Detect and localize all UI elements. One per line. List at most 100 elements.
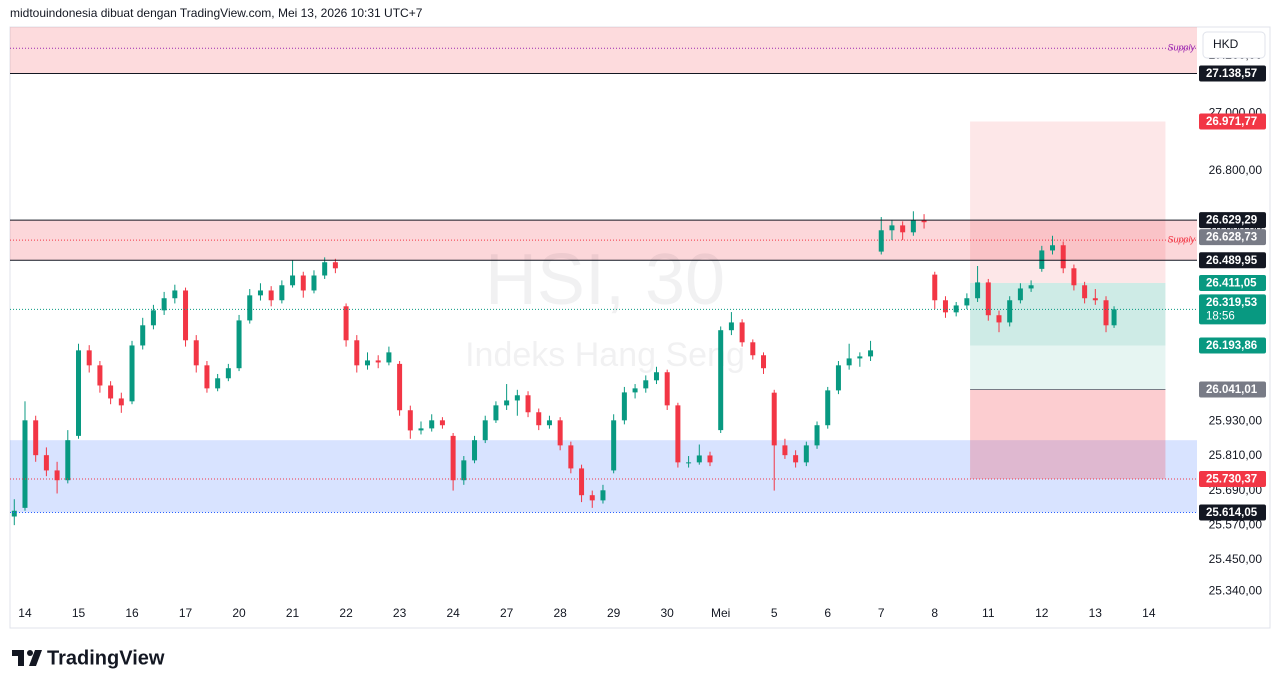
- candle-body: [568, 445, 574, 469]
- candle-body: [1071, 268, 1077, 286]
- candle-body: [11, 510, 17, 517]
- price-badge-label: 25.730,37: [1206, 473, 1257, 485]
- x-tick-label: 20: [232, 606, 246, 620]
- candle-body: [621, 392, 627, 421]
- x-tick-label: 14: [1142, 606, 1156, 620]
- candle-body: [1017, 288, 1023, 301]
- candle-body: [525, 395, 531, 413]
- currency[interactable]: HKD: [1213, 37, 1239, 51]
- price-badge-label: 26.489,95: [1206, 255, 1258, 267]
- candle-body: [707, 455, 713, 463]
- price-badge: [1199, 274, 1266, 291]
- price-badge-label: 26.193,86: [1206, 340, 1257, 352]
- y-tick-label: 25.810,00: [1209, 448, 1263, 462]
- x-tick-label: 30: [661, 606, 675, 620]
- position-box: [970, 121, 1166, 283]
- price-badge: [1199, 470, 1266, 487]
- candle-body: [65, 440, 71, 481]
- candle-body: [257, 290, 263, 296]
- candle-body: [889, 225, 895, 231]
- candle-body: [129, 345, 135, 402]
- candle-body: [418, 428, 424, 431]
- candle-body: [975, 282, 981, 299]
- candle-body: [868, 350, 874, 357]
- x-tick-label: 6: [824, 606, 831, 620]
- price-badge-label: 26.628,73: [1206, 232, 1257, 244]
- candle-body: [878, 230, 884, 252]
- candle-body: [118, 398, 124, 406]
- watermark: HSI, 30: [485, 240, 725, 320]
- price-badge-label: 26.319,53: [1206, 297, 1257, 309]
- candle-body: [279, 285, 285, 301]
- candle-body: [54, 470, 60, 481]
- price-badge: [1199, 229, 1266, 246]
- x-tick-label: 14: [18, 606, 32, 620]
- x-tick-label: 15: [72, 606, 86, 620]
- candle-body: [643, 380, 649, 389]
- candle-body: [172, 290, 178, 299]
- x-tick-label: 29: [607, 606, 621, 620]
- candle-body: [964, 298, 970, 306]
- x-tick-label: 7: [878, 606, 885, 620]
- candle-body: [439, 420, 445, 426]
- candle-body: [1007, 300, 1013, 323]
- candle-body: [43, 455, 49, 471]
- price-badge: [1199, 252, 1266, 269]
- candle-body: [1092, 298, 1098, 301]
- candle-body: [86, 350, 92, 366]
- candle-body: [364, 360, 370, 366]
- candle-body: [835, 365, 841, 391]
- y-tick-label: 25.930,00: [1209, 414, 1263, 428]
- candle-body: [932, 274, 938, 301]
- x-tick-label: 16: [125, 606, 139, 620]
- candle-body: [579, 468, 585, 496]
- candle-body: [247, 295, 253, 321]
- candle-body: [193, 340, 199, 366]
- candle-body: [557, 420, 563, 446]
- zone: [10, 440, 1197, 513]
- currency-button[interactable]: [1202, 31, 1266, 59]
- candle-body: [718, 330, 724, 431]
- price-badge: [1199, 337, 1266, 354]
- candle-body: [985, 282, 991, 316]
- header: midtouindonesia dibuat dengan TradingVie…: [10, 6, 423, 20]
- candle-body: [204, 365, 210, 389]
- x-tick-label: 28: [553, 606, 567, 620]
- candle-body: [942, 300, 948, 313]
- candle-body: [108, 385, 114, 399]
- price-badge-label: 26.041,01: [1206, 384, 1258, 396]
- price-badge-label: 26.411,05: [1206, 277, 1257, 289]
- zone: [10, 27, 1197, 74]
- price-countdown: 18:56: [1206, 310, 1235, 322]
- candle-body: [910, 220, 916, 233]
- position-box: [970, 345, 1166, 390]
- candle-body: [268, 290, 274, 301]
- zone-label: Supply: [1167, 234, 1195, 244]
- candle-body: [1050, 245, 1056, 251]
- candle-body: [793, 455, 799, 463]
- watermark-subtitle: Indeks Hang Seng: [465, 336, 745, 374]
- candle-body: [429, 420, 435, 429]
- candle-body: [953, 305, 959, 313]
- candle-body: [354, 340, 360, 366]
- x-tick-label: 11: [982, 606, 995, 620]
- candle-body: [33, 420, 39, 456]
- candle-body: [600, 490, 606, 501]
- candle-body: [386, 352, 392, 363]
- price-badge: [1199, 212, 1266, 229]
- x-tick-label: 22: [339, 606, 353, 620]
- candle-body: [472, 440, 478, 461]
- candle-body: [921, 220, 927, 223]
- candle-body: [1111, 309, 1117, 326]
- candle-body: [1082, 285, 1088, 299]
- x-tick-label: 24: [446, 606, 460, 620]
- zone-label: Supply: [1167, 43, 1195, 53]
- chart-frame: [9, 26, 1271, 629]
- candle-body: [771, 392, 777, 446]
- candle-body: [675, 405, 681, 463]
- y-tick-label: 25.570,00: [1209, 517, 1263, 531]
- candle-body: [589, 495, 595, 501]
- candle-body: [225, 368, 231, 379]
- candle-body: [696, 455, 702, 463]
